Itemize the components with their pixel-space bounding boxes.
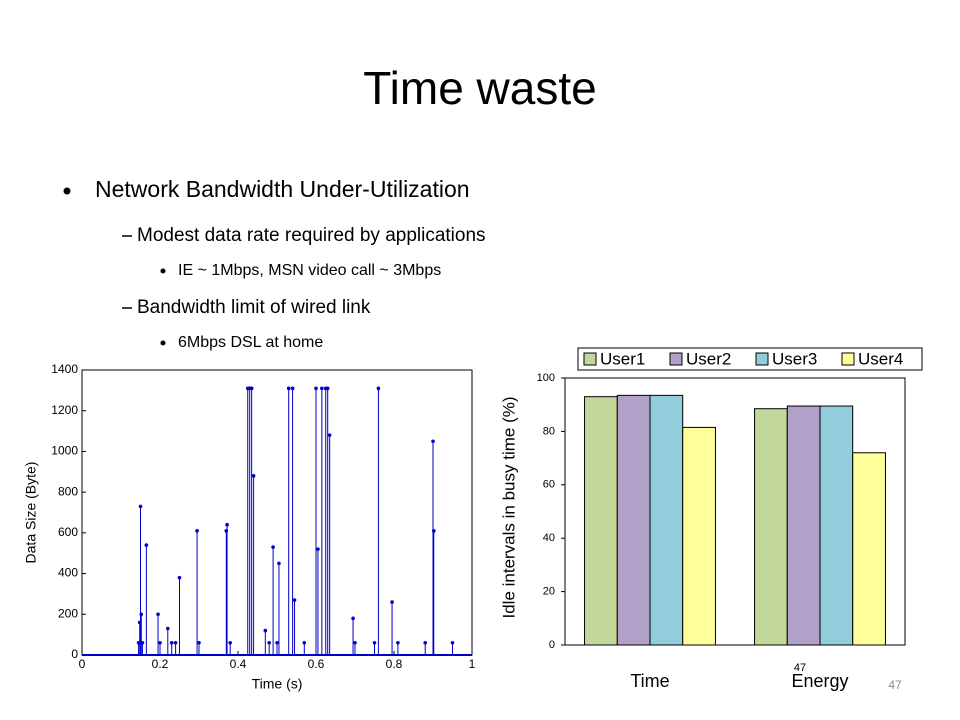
stem-marker: [316, 547, 320, 551]
stem-marker: [277, 561, 281, 566]
bullet: [160, 268, 166, 274]
bullet-text: Modest data rate required by application…: [137, 225, 486, 246]
stem-marker: [156, 612, 160, 617]
stem-marker: [286, 386, 291, 391]
stem-marker: [166, 626, 170, 631]
y-tick-label: 400: [58, 566, 78, 580]
stem-marker: [390, 600, 394, 604]
y-tick-label: 200: [58, 606, 78, 620]
bar: [584, 396, 618, 646]
stem-marker: [169, 640, 174, 645]
y-tick-label: 800: [58, 484, 78, 498]
legend-label: User2: [686, 349, 731, 368]
stem-marker: [302, 640, 307, 645]
stem-marker: [138, 504, 143, 509]
x-tick-label: Energy: [791, 671, 848, 691]
legend-label: User1: [600, 349, 645, 368]
legend-swatch: [583, 352, 597, 366]
bullet: [63, 187, 71, 195]
stem-marker: [228, 640, 232, 645]
stem-marker: [376, 386, 381, 391]
stem-marker: [431, 529, 436, 533]
stem-marker: [353, 640, 357, 645]
stem-marker: [431, 439, 435, 444]
x-tick-label: 0: [79, 657, 86, 671]
y-axis-label: Data Size (Byte): [23, 462, 39, 564]
legend-swatch: [669, 352, 683, 366]
stem-marker: [144, 543, 149, 547]
stem-marker: [140, 640, 145, 645]
legend-swatch: [841, 352, 855, 366]
bar: [754, 408, 788, 646]
y-tick-label: 1400: [51, 362, 78, 376]
bar: [852, 452, 886, 646]
stem-marker: [325, 386, 330, 391]
stem-marker: [263, 628, 268, 633]
y-tick-label: 60: [543, 479, 555, 491]
stem-marker: [327, 433, 332, 437]
x-tick-label: 0.8: [386, 657, 403, 671]
page-number: 47: [888, 678, 902, 692]
bullet-text: Network Bandwidth Under-Utilization: [95, 176, 470, 202]
stem-marker: [225, 522, 229, 527]
overlay-number: 47: [794, 662, 806, 674]
y-axis-label: Idle intervals in busy time (%): [499, 396, 518, 618]
stem-marker: [197, 640, 201, 645]
y-tick-label: 1000: [51, 444, 78, 458]
stem-marker: [195, 529, 199, 533]
plot-frame: [564, 377, 906, 646]
stem-marker: [290, 386, 295, 391]
stem-marker: [351, 616, 355, 621]
bar: [819, 405, 854, 646]
bullet: [160, 340, 166, 346]
legend-label: User4: [858, 349, 903, 368]
stem-marker: [423, 640, 428, 645]
y-tick-label: 600: [58, 525, 78, 539]
stem-marker: [292, 598, 297, 602]
stem-marker: [314, 386, 318, 391]
legend-swatch: [755, 352, 769, 366]
stem-marker: [139, 612, 144, 617]
bar: [649, 394, 684, 646]
slide-title: Time waste: [363, 62, 596, 114]
y-tick-label: 0: [549, 639, 555, 651]
stem-marker: [450, 640, 455, 645]
y-tick-label: 20: [543, 586, 555, 598]
stem-marker: [396, 640, 400, 645]
stem-marker: [173, 640, 178, 645]
x-tick-label: 1: [469, 657, 476, 671]
x-tick-label: 0.2: [152, 657, 169, 671]
y-tick-label: 0: [71, 647, 78, 661]
x-axis-label: Time (s): [252, 676, 303, 692]
bullet-text: 6Mbps DSL at home: [178, 334, 323, 351]
legend-frame: [577, 347, 923, 371]
bar: [616, 394, 651, 646]
stem-marker: [177, 575, 182, 580]
stem-marker: [158, 640, 162, 645]
bullet-text: IE ~ 1Mbps, MSN video call ~ 3Mbps: [178, 262, 441, 279]
stem-marker: [251, 474, 256, 478]
x-tick-label: Time: [630, 671, 669, 691]
stem-marker: [249, 386, 254, 391]
x-tick-label: 0.6: [308, 657, 325, 671]
y-tick-label: 1200: [51, 403, 78, 417]
bar: [786, 405, 821, 646]
stem-marker: [372, 640, 377, 645]
bullet-text: Bandwidth limit of wired link: [137, 297, 371, 318]
bar: [682, 426, 716, 646]
y-tick-label: 80: [543, 425, 555, 437]
stem-marker: [271, 545, 275, 549]
legend-label: User3: [772, 349, 817, 368]
x-tick-label: 0.4: [230, 657, 247, 671]
stem-marker: [275, 640, 279, 645]
stem-marker: [267, 640, 272, 645]
y-tick-label: 40: [543, 532, 555, 544]
y-tick-label: 100: [537, 372, 555, 384]
stem-marker: [320, 386, 324, 391]
